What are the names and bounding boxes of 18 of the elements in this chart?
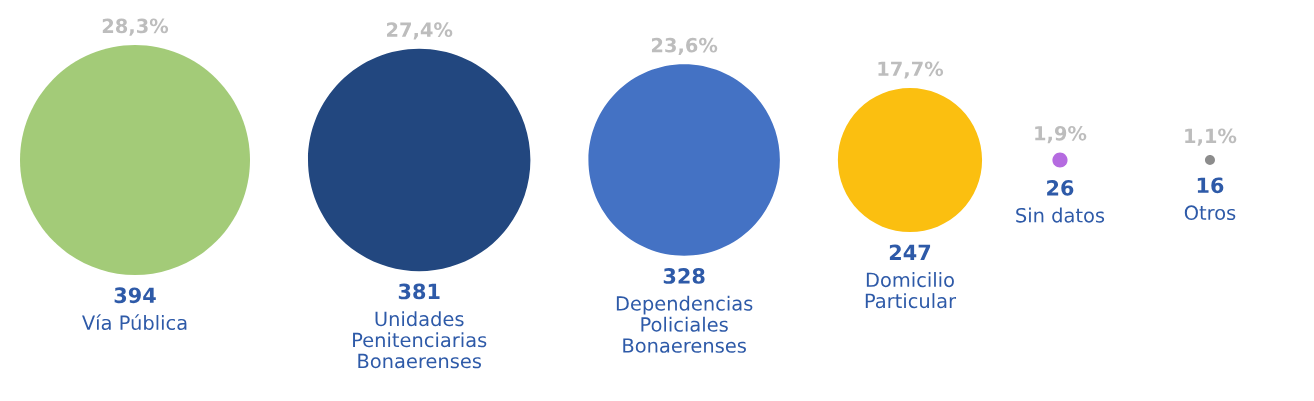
text: 17,7% [878,61,944,79]
text: 1,1% [1185,128,1237,146]
data-label: 247 [889,244,931,260]
data-label: 328 [663,268,705,284]
data-label: 381 [398,283,440,300]
category-label: Otros [1184,205,1236,221]
data-label: 394 [114,287,156,304]
text: 23,6% [651,37,718,55]
category-label: Dependencias Policiales Bonaerenses [616,295,753,353]
text: 27,4% [387,22,453,40]
data-label: 26 [1047,179,1074,196]
category-label: Sin datos [1016,207,1105,223]
category-label: Domicilio Particular [865,272,957,309]
text: 28,3% [102,18,169,36]
category-label: Unidades Penitenciarias Bonaerenses [353,311,487,369]
category-label: Vía Pública [82,314,187,331]
data-label: 16 [1197,177,1224,194]
text: 1,9% [1035,125,1087,144]
